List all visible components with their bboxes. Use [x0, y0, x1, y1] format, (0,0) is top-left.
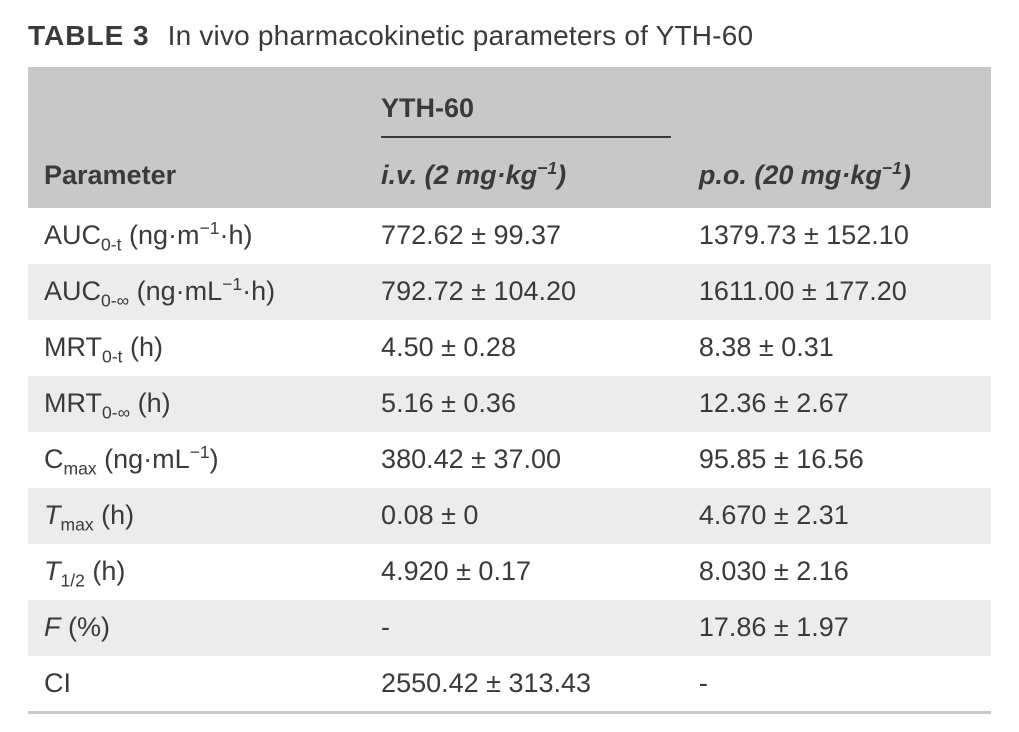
header-group-label: YTH-60	[381, 93, 474, 130]
po-cell: 8.030 ± 2.16	[683, 544, 991, 600]
header-iv-suffix: )	[557, 160, 566, 190]
param-cell: AUC0-t (ng·m−1·h)	[28, 208, 365, 264]
param-cell: AUC0-∞ (ng·mL−1·h)	[28, 264, 365, 320]
header-po-suffix: )	[902, 160, 911, 190]
iv-cell: 4.50 ± 0.28	[365, 320, 683, 376]
table-row: MRT0-∞ (h)5.16 ± 0.3612.36 ± 2.67	[28, 376, 991, 432]
table-row: T1/2 (h)4.920 ± 0.178.030 ± 2.16	[28, 544, 991, 600]
param-cell: MRT0-∞ (h)	[28, 376, 365, 432]
po-cell: 4.670 ± 2.31	[683, 488, 991, 544]
param-cell: T1/2 (h)	[28, 544, 365, 600]
iv-cell: 0.08 ± 0	[365, 488, 683, 544]
pk-table: YTH-60 Parameter i.v. (2 mg·kg−1) p.o. (…	[28, 67, 991, 714]
iv-cell: -	[365, 600, 683, 656]
iv-cell: 4.920 ± 0.17	[365, 544, 683, 600]
header-iv: i.v. (2 mg·kg−1)	[365, 144, 683, 208]
po-cell: -	[683, 656, 991, 712]
po-cell: 95.85 ± 16.56	[683, 432, 991, 488]
header-group: YTH-60	[365, 69, 991, 145]
header-parameter: Parameter	[28, 144, 365, 208]
param-cell: CI	[28, 656, 365, 712]
table-row: Tmax (h)0.08 ± 04.670 ± 2.31	[28, 488, 991, 544]
caption-label: TABLE 3	[28, 20, 150, 51]
po-cell: 1379.73 ± 152.10	[683, 208, 991, 264]
header-iv-dose: (2 mg·kg	[417, 160, 537, 190]
table-body: AUC0-t (ng·m−1·h)772.62 ± 99.371379.73 ±…	[28, 208, 991, 712]
table-row: Cmax (ng·mL−1)380.42 ± 37.0095.85 ± 16.5…	[28, 432, 991, 488]
table-row: MRT0-t (h)4.50 ± 0.288.38 ± 0.31	[28, 320, 991, 376]
iv-cell: 2550.42 ± 313.43	[365, 656, 683, 712]
header-po: p.o. (20 mg·kg−1)	[683, 144, 991, 208]
po-cell: 17.86 ± 1.97	[683, 600, 991, 656]
iv-cell: 772.62 ± 99.37	[365, 208, 683, 264]
iv-cell: 380.42 ± 37.00	[365, 432, 683, 488]
table-row: AUC0-t (ng·m−1·h)772.62 ± 99.371379.73 ±…	[28, 208, 991, 264]
header-po-prefix: p.o.	[699, 160, 747, 190]
caption-text: In vivo pharmacokinetic parameters of YT…	[168, 20, 754, 51]
param-cell: F (%)	[28, 600, 365, 656]
po-cell: 8.38 ± 0.31	[683, 320, 991, 376]
table-row: AUC0-∞ (ng·mL−1·h)792.72 ± 104.201611.00…	[28, 264, 991, 320]
param-cell: MRT0-t (h)	[28, 320, 365, 376]
header-po-exp: −1	[882, 158, 902, 178]
header-spacer	[28, 69, 365, 145]
table-caption: TABLE 3 In vivo pharmacokinetic parameter…	[28, 18, 991, 53]
header-po-dose: (20 mg·kg	[747, 160, 882, 190]
header-iv-exp: −1	[537, 158, 557, 178]
table-header-row-bottom: Parameter i.v. (2 mg·kg−1) p.o. (20 mg·k…	[28, 144, 991, 208]
po-cell: 1611.00 ± 177.20	[683, 264, 991, 320]
iv-cell: 792.72 ± 104.20	[365, 264, 683, 320]
table-row: F (%)-17.86 ± 1.97	[28, 600, 991, 656]
table-header-row-top: YTH-60	[28, 69, 991, 145]
header-iv-prefix: i.v.	[381, 160, 417, 190]
iv-cell: 5.16 ± 0.36	[365, 376, 683, 432]
page: TABLE 3 In vivo pharmacokinetic parameter…	[0, 0, 1019, 732]
param-cell: Tmax (h)	[28, 488, 365, 544]
po-cell: 12.36 ± 2.67	[683, 376, 991, 432]
table-row: CI2550.42 ± 313.43-	[28, 656, 991, 712]
param-cell: Cmax (ng·mL−1)	[28, 432, 365, 488]
